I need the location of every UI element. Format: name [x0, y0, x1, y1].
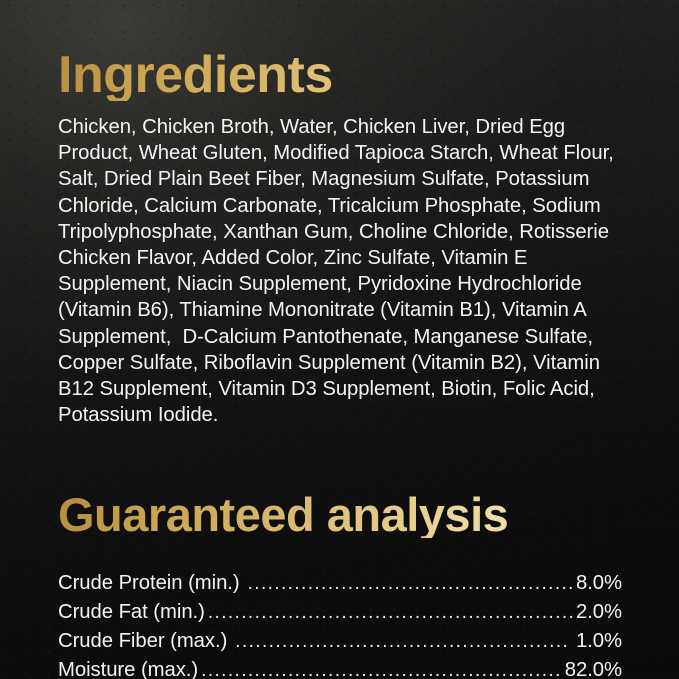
analysis-value: 8.0% — [575, 572, 622, 595]
ingredients-text: Chicken, Chicken Broth, Water, Chicken L… — [58, 116, 620, 427]
analysis-label: Moisture (max.) — [58, 659, 199, 679]
analysis-value: 82.0% — [564, 659, 622, 679]
analysis-row: Crude Fiber (max.) .....................… — [58, 627, 622, 656]
analysis-value: 1.0% — [575, 630, 622, 653]
analysis-dot-leader: ........................................… — [247, 573, 575, 595]
analysis-dot-leader: ........................................… — [207, 602, 575, 624]
guaranteed-analysis-heading: Guaranteed analysis — [58, 491, 621, 538]
guaranteed-analysis-heading-wrap: Guaranteed analysis — [58, 428, 621, 538]
ingredients-heading: Ingredients — [58, 0, 621, 101]
analysis-dot-leader: ........................................… — [201, 660, 559, 679]
analysis-value: 2.0% — [575, 601, 622, 624]
analysis-dot-leader: ........................................… — [235, 631, 570, 653]
analysis-row: Crude Protein (min.) ...................… — [58, 569, 622, 598]
analysis-row: Moisture (max.) ........................… — [58, 656, 622, 679]
analysis-label: Crude Fiber (max.) — [58, 630, 228, 653]
guaranteed-analysis-list: Crude Protein (min.) ...................… — [58, 538, 622, 679]
analysis-label: Crude Protein (min.) — [58, 572, 240, 595]
analysis-row: Crude Fat (min.) .......................… — [58, 598, 622, 627]
analysis-label: Crude Fat (min.) — [58, 601, 205, 624]
